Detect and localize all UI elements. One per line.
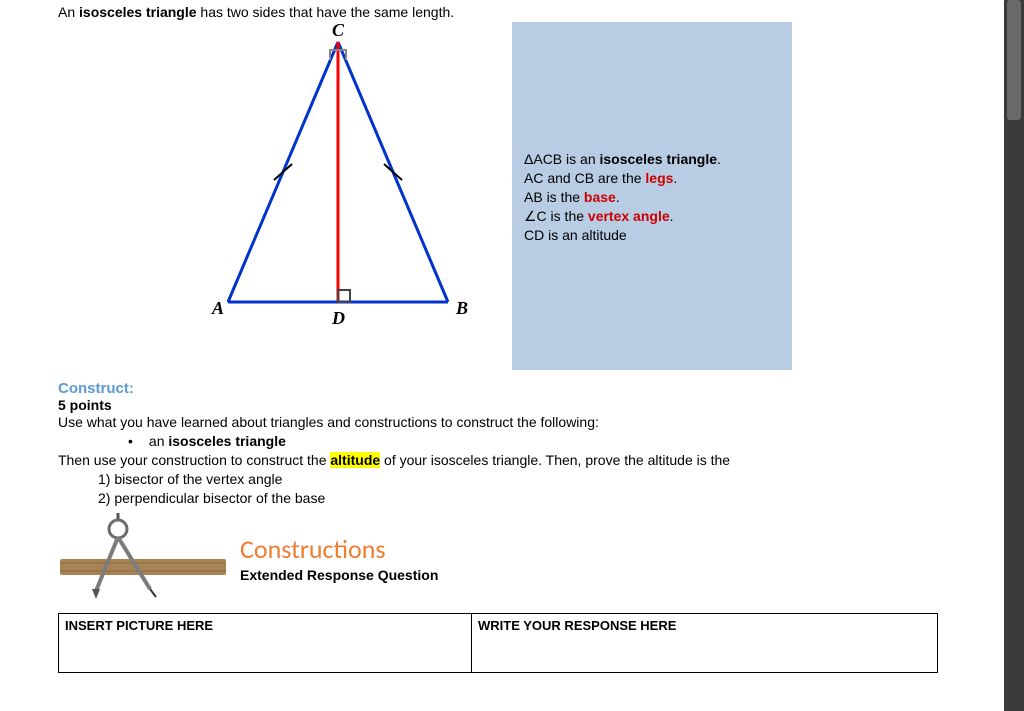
vertical-scrollbar[interactable] [1004, 0, 1024, 711]
info-line-5: CD is an altitude [524, 226, 782, 245]
label-A: A [211, 298, 224, 318]
info-line-1: ΔACB is an isosceles triangle. [524, 150, 782, 169]
constructions-row: Constructions Extended Response Question [58, 513, 1004, 603]
numbered-1: 1) bisector of the vertex angle [58, 470, 1004, 489]
page-wrap: An isosceles triangle has two sides that… [0, 0, 1024, 711]
intro-bold: isosceles triangle [79, 4, 197, 20]
info-line-4: ∠C is the vertex angle. [524, 207, 782, 226]
constructions-sub: Extended Response Question [240, 567, 438, 583]
construct-bullet: •an isosceles triangle [58, 432, 1004, 451]
numbered-2: 2) perpendicular bisector of the base [58, 489, 1004, 508]
info-line-3: AB is the base. [524, 188, 782, 207]
compass-icon [58, 513, 228, 603]
constructions-title: Constructions [240, 533, 438, 565]
label-B: B [455, 298, 468, 318]
triangle-figure: A B C D [208, 22, 478, 345]
triangle-svg: A B C D [208, 22, 478, 342]
intro-prefix: An [58, 4, 79, 20]
response-table: INSERT PICTURE HERE WRITE YOUR RESPONSE … [58, 613, 938, 673]
label-D: D [331, 308, 345, 328]
scrollbar-thumb[interactable] [1007, 0, 1021, 120]
construct-heading: Construct: [58, 380, 1004, 397]
construct-lead: Use what you have learned about triangle… [58, 413, 1004, 432]
intro-text: An isosceles triangle has two sides that… [58, 0, 1004, 20]
points-label: 5 points [58, 397, 1004, 413]
insert-picture-cell[interactable]: INSERT PICTURE HERE [59, 614, 472, 673]
document-page: An isosceles triangle has two sides that… [0, 0, 1004, 711]
constructions-text: Constructions Extended Response Question [240, 533, 438, 583]
label-C: C [332, 22, 345, 40]
intro-suffix: has two sides that have the same length. [197, 4, 455, 20]
table-row: INSERT PICTURE HERE WRITE YOUR RESPONSE … [59, 614, 938, 673]
write-response-cell[interactable]: WRITE YOUR RESPONSE HERE [472, 614, 938, 673]
bullet-dot-icon: • [128, 433, 149, 449]
info-box: ΔACB is an isosceles triangle. AC and CB… [512, 22, 792, 370]
info-line-2: AC and CB are the legs. [524, 169, 782, 188]
figure-row: A B C D ΔACB is an isosceles triangle. A… [58, 22, 1004, 370]
construct-then: Then use your construction to construct … [58, 451, 1004, 470]
